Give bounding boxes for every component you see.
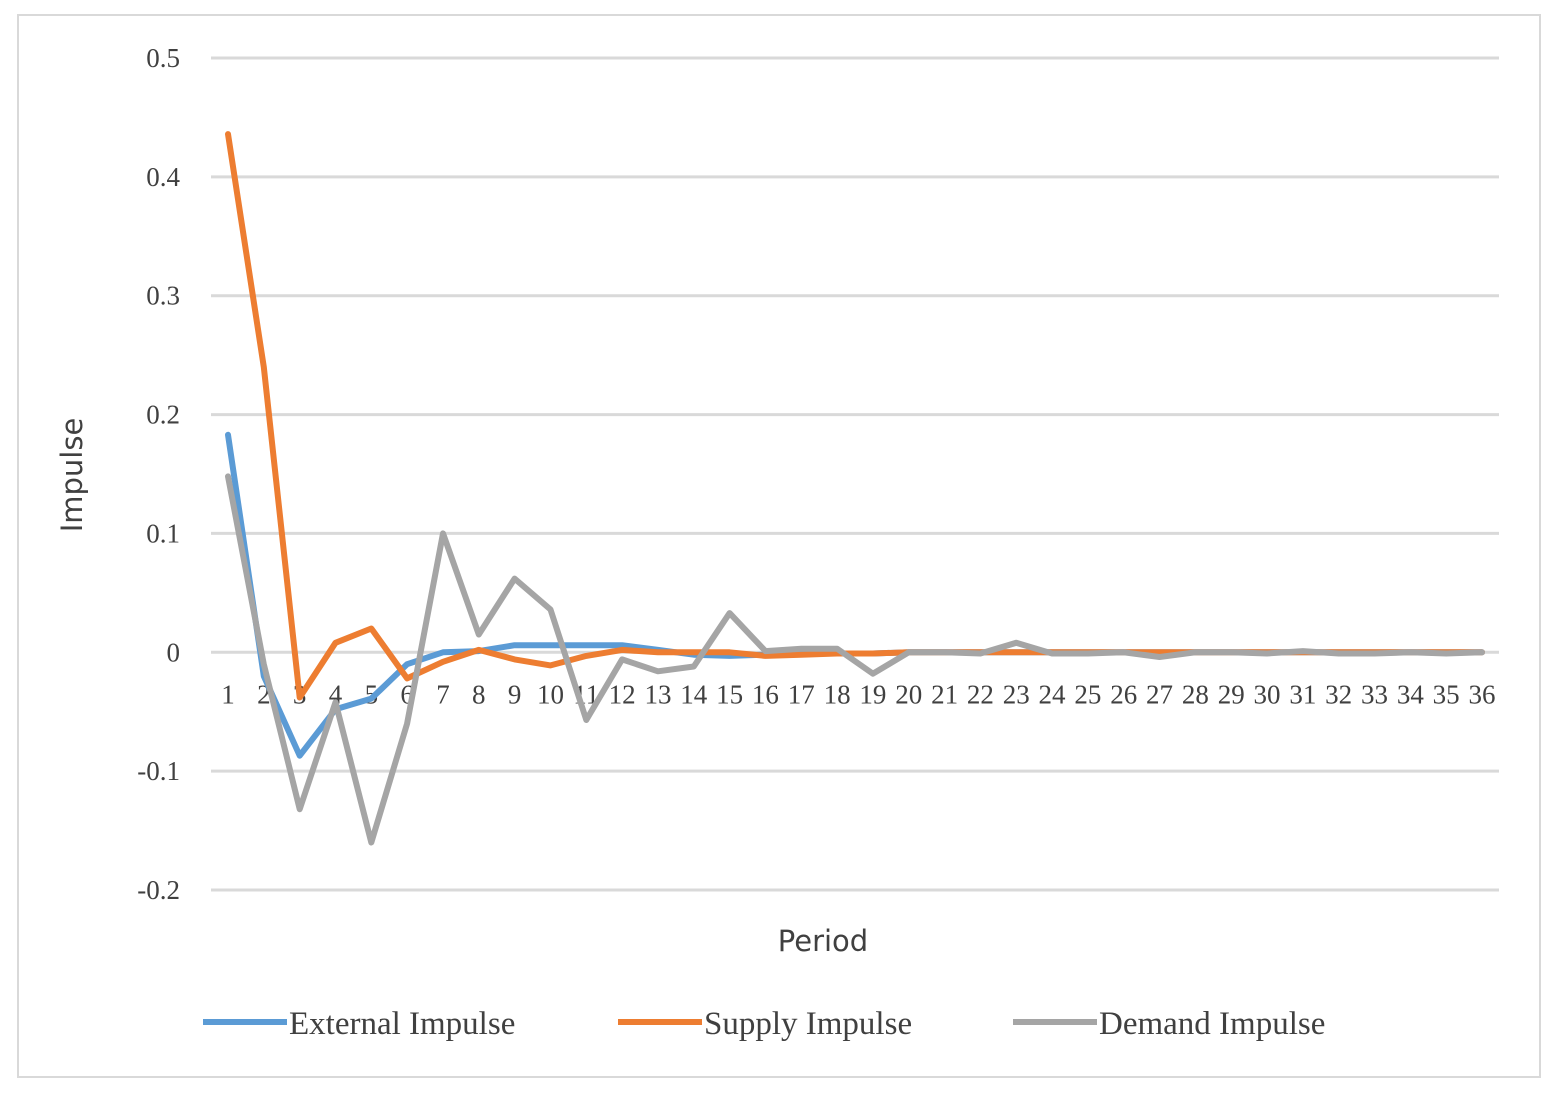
x-tick-label: 25 [1074, 679, 1101, 709]
y-tick-label: 0.5 [146, 43, 180, 73]
y-tick-label: 0.4 [146, 162, 180, 192]
x-tick-label: 13 [644, 679, 671, 709]
y-tick-label: 0.2 [146, 400, 180, 430]
x-tick-label: 7 [436, 679, 450, 709]
chart-frame [17, 14, 1541, 1078]
y-tick-label: -0.2 [137, 875, 180, 905]
y-tick-label: 0 [167, 637, 181, 667]
x-tick-label: 35 [1433, 679, 1460, 709]
x-tick-label: 1 [221, 679, 235, 709]
x-tick-label: 4 [329, 679, 343, 709]
x-tick-label: 8 [472, 679, 486, 709]
x-tick-label: 32 [1325, 679, 1352, 709]
legend-label-supply-impulse: Supply Impulse [704, 1006, 912, 1042]
x-tick-label: 22 [967, 679, 994, 709]
x-tick-label: 31 [1289, 679, 1316, 709]
series-lines [225, 131, 1485, 846]
x-tick-label: 28 [1182, 679, 1209, 709]
y-tick-label: 0.1 [146, 518, 180, 548]
x-tick-label: 12 [609, 679, 636, 709]
x-tick-label: 24 [1039, 679, 1067, 709]
y-tick-label: 0.3 [146, 281, 180, 311]
x-tick-label: 27 [1146, 679, 1173, 709]
gridlines [211, 56, 1499, 892]
x-tick-label: 9 [508, 679, 522, 709]
x-tick-label: 33 [1361, 679, 1388, 709]
x-axis-title: Period [778, 924, 868, 958]
x-tick-label: 14 [680, 679, 708, 709]
x-tick-label: 20 [895, 679, 922, 709]
y-axis-ticks: 0.5 0.4 0.3 0.2 0.1 0 -0.1 -0.2 [137, 43, 180, 905]
x-tick-label: 23 [1003, 679, 1030, 709]
x-axis-ticks: 1 2 3 4 5 6 7 8 9 10 11 12 13 14 15 16 17 18 19 20 21 22 23 24 2… [221, 679, 1495, 709]
legend-label-demand-impulse: Demand Impulse [1099, 1006, 1325, 1042]
x-tick-label: 34 [1397, 679, 1425, 709]
x-tick-label: 16 [752, 679, 779, 709]
legend: External Impulse Supply Impulse Demand I… [203, 1006, 1325, 1042]
y-tick-label: -0.1 [137, 756, 180, 786]
x-tick-label: 10 [537, 679, 564, 709]
x-tick-label: 26 [1110, 679, 1137, 709]
y-axis-title: Impulse [55, 418, 89, 533]
x-tick-label: 29 [1218, 679, 1245, 709]
x-tick-label: 15 [716, 679, 743, 709]
x-tick-label: 17 [788, 679, 815, 709]
x-tick-label: 19 [859, 679, 886, 709]
legend-label-external-impulse: External Impulse [289, 1006, 515, 1042]
series-line-demand-impulse [225, 473, 1485, 846]
x-tick-label: 21 [931, 679, 958, 709]
x-tick-label: 30 [1254, 679, 1281, 709]
x-tick-label: 36 [1469, 679, 1496, 709]
x-tick-label: 18 [824, 679, 851, 709]
